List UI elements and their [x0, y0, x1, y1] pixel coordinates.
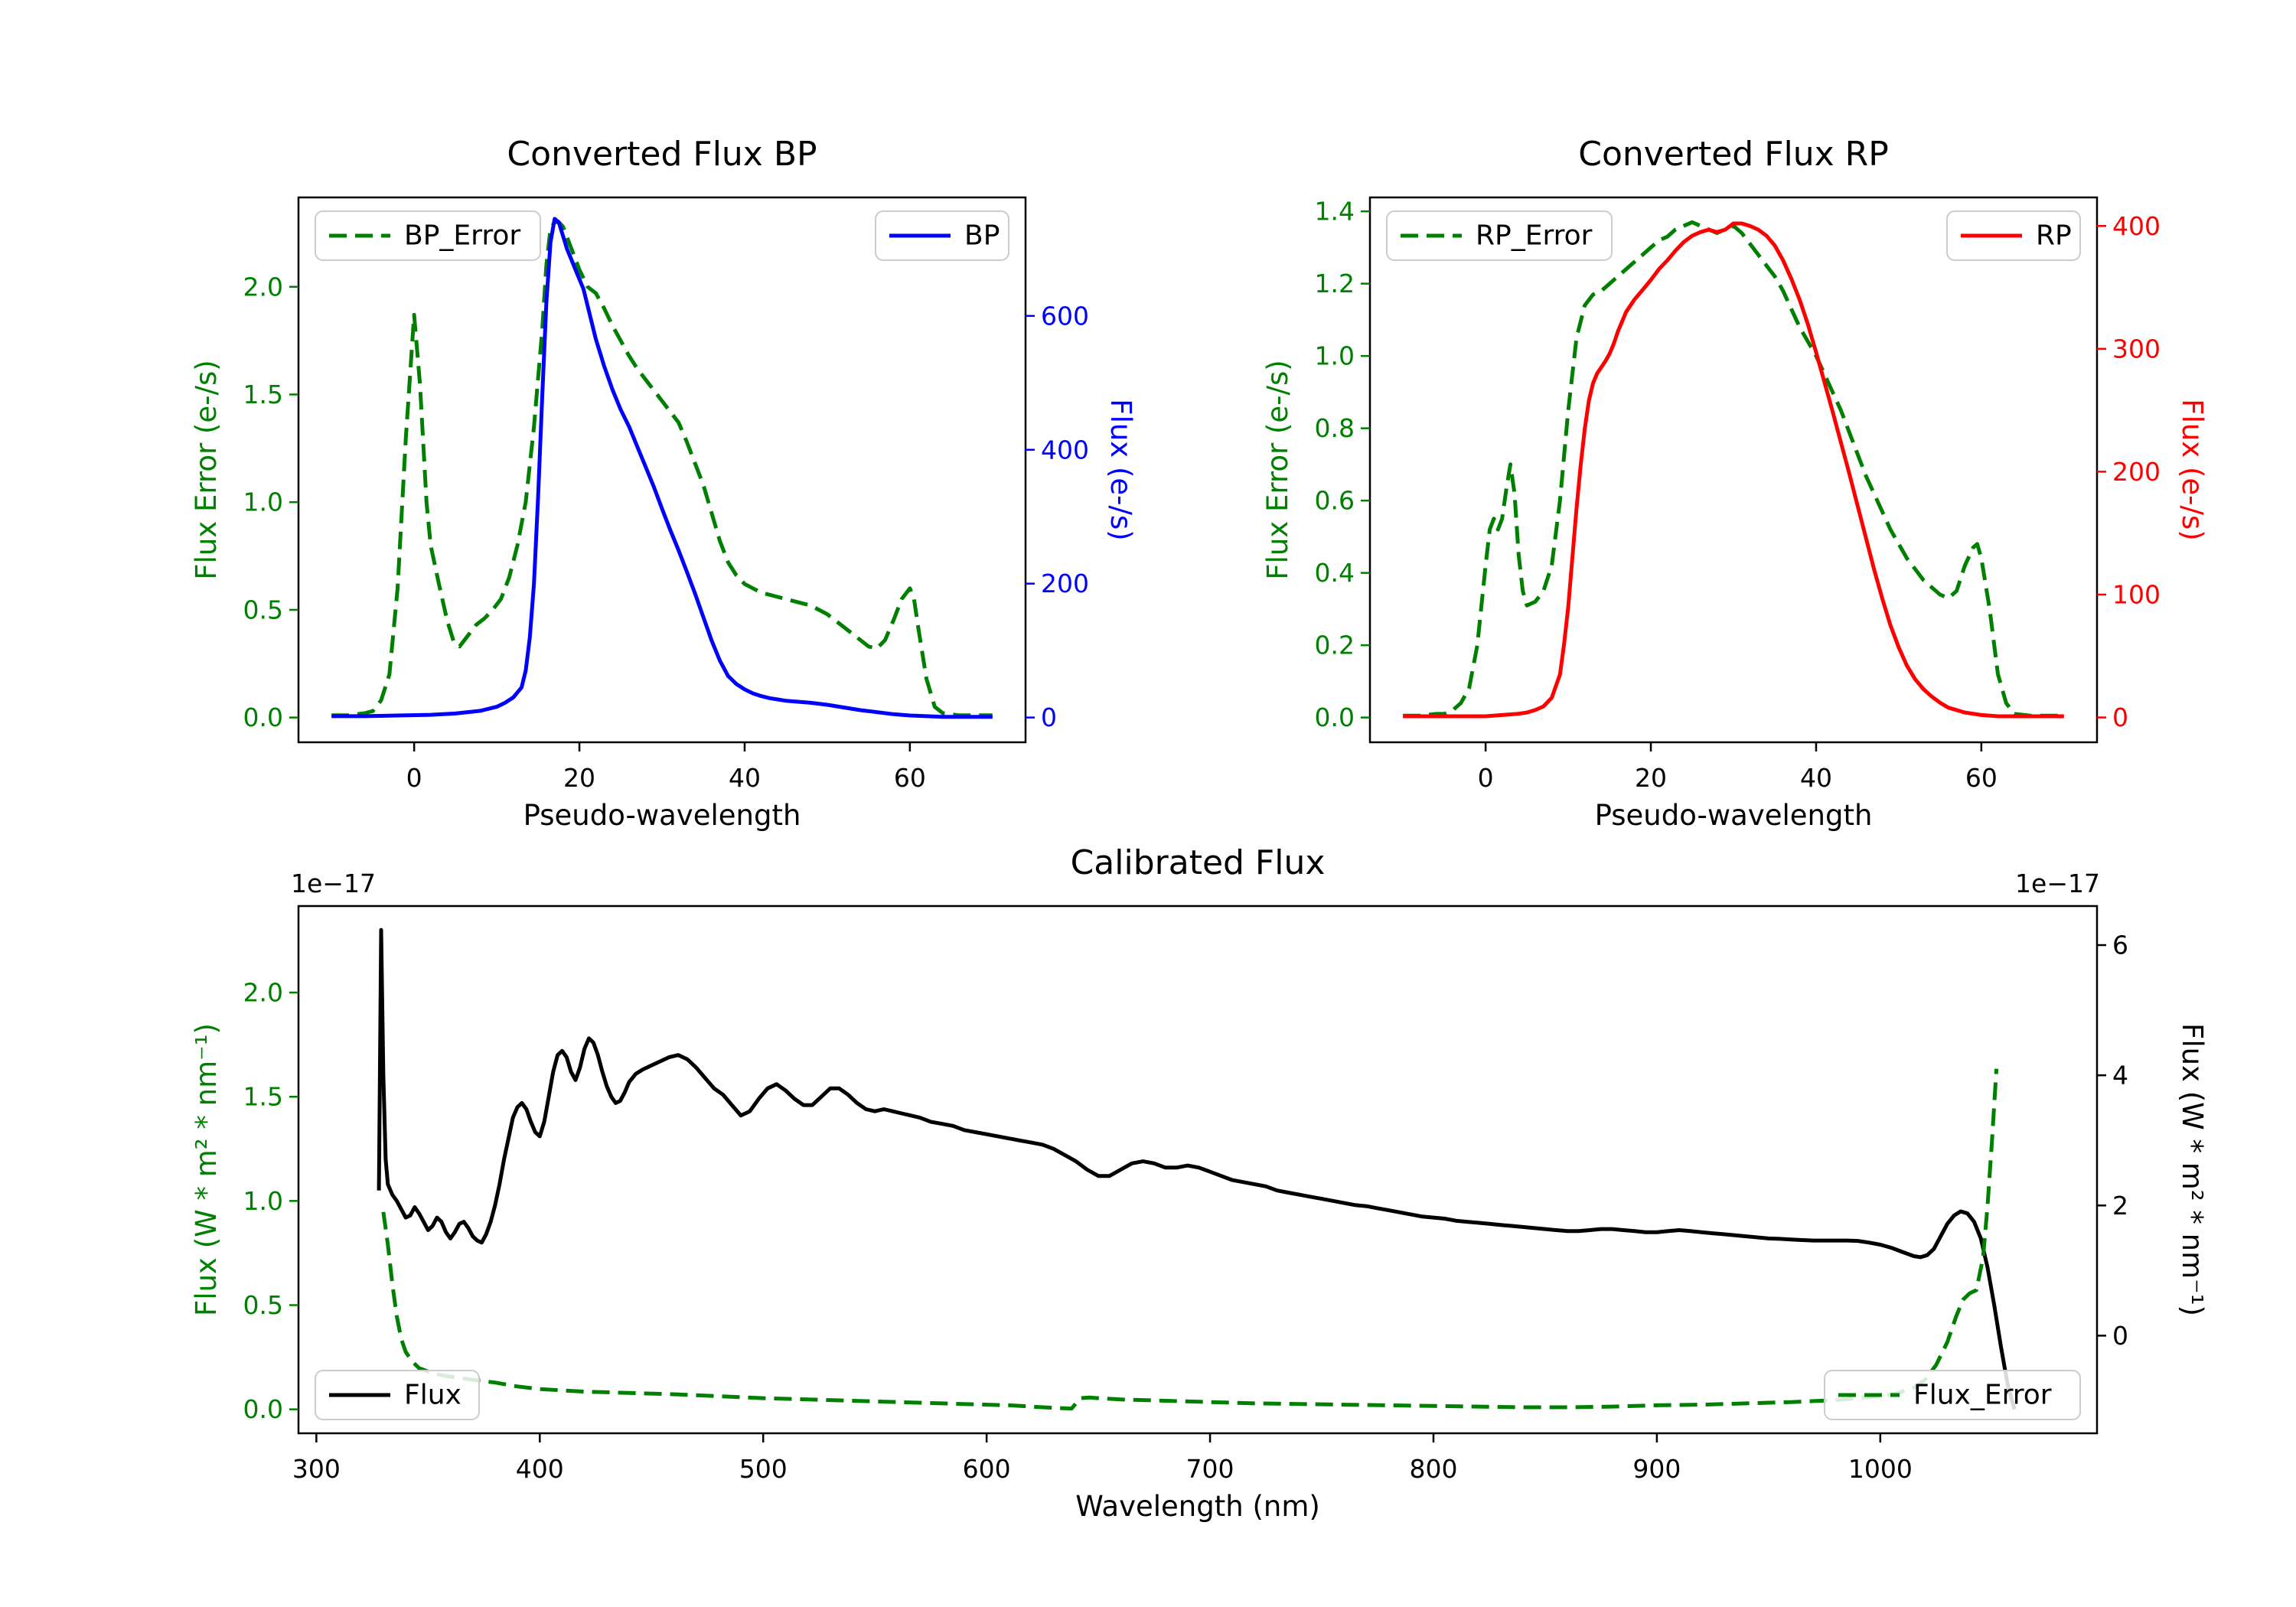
x-axis-label: Pseudo-wavelength — [1595, 799, 1873, 832]
x-axis-label: Wavelength (nm) — [1075, 1490, 1320, 1523]
chart-title: Converted Flux RP — [1578, 135, 1889, 174]
right-tick-label: 4 — [2112, 1061, 2128, 1090]
right-offset-text: 1e−17 — [2015, 869, 2100, 898]
x-tick-label: 40 — [1800, 763, 1832, 793]
right-tick-label: 2 — [2112, 1191, 2128, 1221]
left-tick-label: 1.0 — [1315, 341, 1355, 371]
left-tick-label: 2.0 — [243, 272, 283, 302]
chart-rp: 0 20 40 60 0.0 0.2 0.4 0.6 0.8 1.0 1.2 1.4 0 100 200 30… — [1261, 135, 2209, 832]
chart-bp: 0 20 40 60 0.0 0.5 1.0 1.5 2.0 0 200 400 600 Converte… — [190, 135, 1137, 832]
x-tick-label: 700 — [1186, 1454, 1234, 1484]
x-axis-label: Pseudo-wavelength — [523, 799, 801, 832]
left-tick-label: 1.0 — [243, 1186, 283, 1216]
legend-label: RP — [2036, 220, 2072, 252]
chart-cal: 300 400 500 600 700 800 900 1000 0.0 0.5 1.0 1.5 2.0… — [190, 843, 2209, 1523]
right-tick-label: 0 — [1041, 702, 1057, 732]
legend-label: BP_Error — [404, 220, 520, 252]
series-rp_error — [1403, 220, 2064, 718]
legend-label: Flux — [404, 1380, 461, 1411]
series-rp — [1403, 221, 2064, 719]
legend-rp: RP — [1946, 210, 2081, 261]
left-tick-label: 0.6 — [1315, 486, 1355, 516]
x-tick-label: 600 — [963, 1454, 1011, 1484]
right-tick-label: 300 — [2112, 334, 2161, 363]
x-tick-label: 40 — [729, 763, 761, 793]
x-tick-label: 400 — [516, 1454, 564, 1484]
x-tick-label: 20 — [563, 763, 595, 793]
series-bp_error — [331, 220, 993, 718]
x-tick-label: 0 — [406, 763, 422, 793]
chart-title: Calibrated Flux — [1071, 843, 1326, 882]
legend-bp: BP — [875, 210, 1009, 261]
left-tick-label: 1.2 — [1315, 269, 1355, 298]
x-tick-label: 500 — [739, 1454, 788, 1484]
left-tick-label: 0.5 — [243, 1290, 283, 1320]
right-axis-label: Flux (W * m² * nm⁻¹) — [2176, 1023, 2209, 1316]
left-tick-label: 0.0 — [243, 1394, 283, 1424]
legend-label: RP_Error — [1476, 220, 1593, 252]
left-tick-label: 1.4 — [1315, 197, 1355, 227]
left-tick-label: 0.8 — [1315, 413, 1355, 443]
legend-label: BP — [964, 220, 1000, 252]
left-tick-label: 0.4 — [1315, 558, 1355, 588]
left-tick-label: 0.0 — [243, 702, 283, 732]
right-tick-label: 600 — [1041, 301, 1089, 331]
left-tick-label: 1.5 — [243, 1082, 283, 1112]
legend-bp_error: BP_Error — [315, 210, 541, 261]
x-tick-label: 60 — [1965, 763, 1998, 793]
legend-rp_error: RP_Error — [1386, 210, 1613, 261]
right-tick-label: 0 — [2112, 1321, 2128, 1351]
x-tick-label: 0 — [1478, 763, 1494, 793]
x-tick-label: 900 — [1632, 1454, 1681, 1484]
left-tick-label: 0.5 — [243, 595, 283, 624]
x-tick-label: 60 — [894, 763, 926, 793]
x-tick-label: 20 — [1635, 763, 1667, 793]
series-bp — [331, 217, 993, 719]
legend-flux: Flux — [315, 1370, 480, 1420]
left-tick-label: 0.0 — [1315, 702, 1355, 732]
right-tick-label: 200 — [2112, 457, 2161, 487]
right-tick-label: 100 — [2112, 579, 2161, 609]
right-tick-label: 200 — [1041, 569, 1089, 598]
chart-title: Converted Flux BP — [507, 135, 817, 174]
left-axis-label: Flux Error (e-/s) — [190, 360, 223, 579]
left-offset-text: 1e−17 — [291, 869, 376, 898]
axes-frame — [1368, 196, 2099, 744]
x-tick-label: 1000 — [1848, 1454, 1913, 1484]
axes-frame — [297, 905, 2099, 1435]
right-tick-label: 400 — [2112, 211, 2161, 241]
axes-frame — [297, 196, 1027, 744]
right-tick-label: 0 — [2112, 702, 2128, 732]
left-tick-label: 1.0 — [243, 487, 283, 517]
right-tick-label: 6 — [2112, 931, 2128, 960]
legend-flux_error: Flux_Error — [1824, 1370, 2081, 1420]
left-axis-label: Flux (W * m² * nm⁻¹) — [190, 1023, 223, 1316]
right-axis-label: Flux (e-/s) — [1104, 399, 1137, 540]
left-tick-label: 2.0 — [243, 978, 283, 1008]
series-flux — [377, 927, 2017, 1410]
x-tick-label: 800 — [1409, 1454, 1457, 1484]
left-tick-label: 1.5 — [243, 380, 283, 409]
right-axis-label: Flux (e-/s) — [2176, 399, 2209, 540]
left-tick-label: 0.2 — [1315, 631, 1355, 660]
left-axis-label: Flux Error (e-/s) — [1261, 360, 1294, 579]
right-tick-label: 400 — [1041, 435, 1089, 464]
x-tick-label: 300 — [292, 1454, 341, 1484]
legend-label: Flux_Error — [1913, 1380, 2052, 1411]
